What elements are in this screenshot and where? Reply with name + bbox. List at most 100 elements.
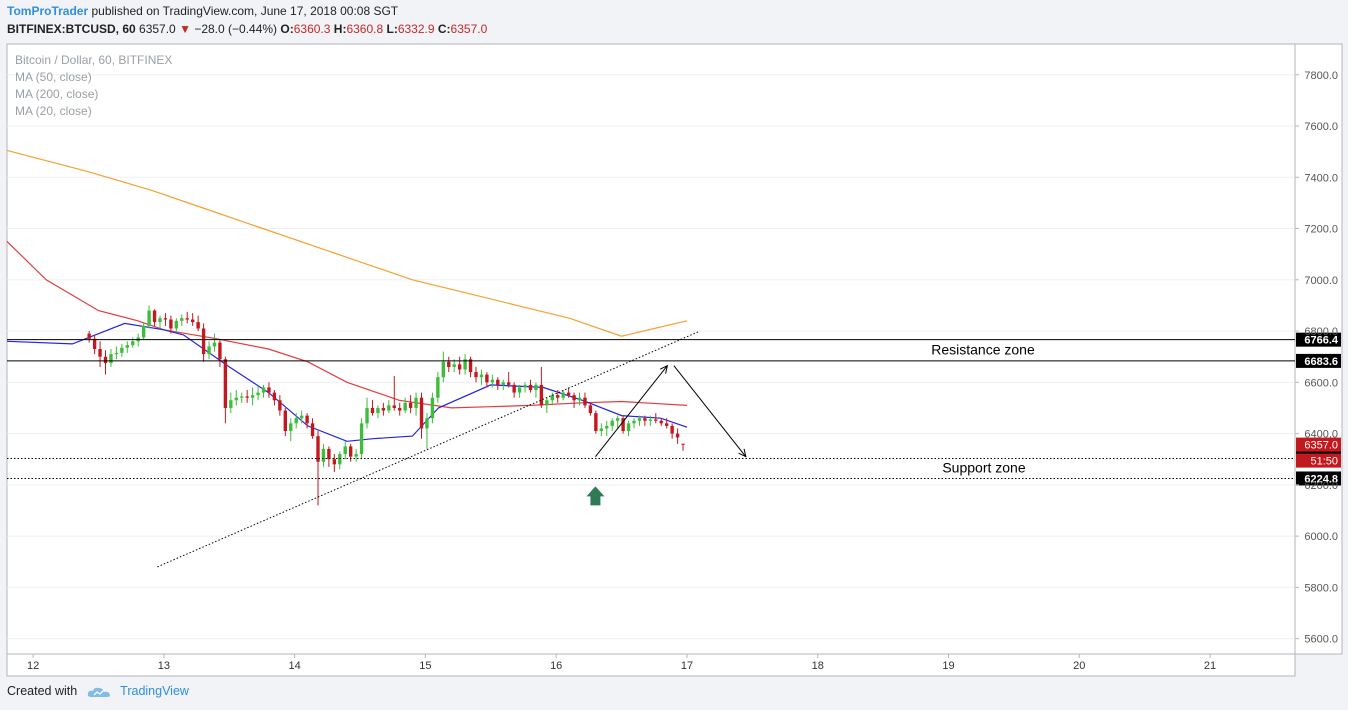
candle	[387, 400, 391, 414]
candle	[403, 397, 407, 414]
candle	[125, 341, 129, 353]
tradingview-link[interactable]: TradingView	[120, 684, 189, 698]
candle-body	[327, 448, 331, 460]
time-axis[interactable]	[6, 653, 1296, 677]
ma50-line	[6, 240, 688, 409]
candle	[599, 423, 603, 437]
resistance-zone-label: Resistance zone	[931, 341, 1035, 357]
candle	[430, 392, 435, 424]
projection-up-arrow	[595, 364, 669, 457]
candle-body	[523, 384, 527, 388]
candle	[463, 354, 467, 375]
legend-ma50: MA (50, close)	[15, 70, 92, 84]
candle	[528, 379, 533, 393]
candle	[665, 418, 669, 429]
candle	[566, 387, 571, 398]
x-tick-label: 18	[812, 660, 824, 672]
candle	[316, 431, 320, 506]
open-value: 6360.3	[293, 22, 331, 36]
candle-body	[447, 361, 451, 367]
candle-body	[463, 359, 467, 370]
candle-body	[648, 419, 653, 421]
x-tick-label: 19	[942, 660, 954, 672]
candle-body	[343, 446, 347, 455]
candle-body	[452, 364, 456, 367]
candle-body	[278, 400, 282, 411]
countdown-tag	[1296, 453, 1341, 468]
candle-body	[261, 387, 266, 393]
author-link[interactable]: TomProTrader	[7, 4, 89, 18]
publish-header: TomProTrader published on TradingView.co…	[0, 0, 1348, 40]
publish-line: TomProTrader published on TradingView.co…	[7, 4, 398, 18]
candle-body	[626, 423, 631, 432]
candle	[583, 392, 587, 408]
candle	[223, 356, 228, 424]
x-tick-label: 12	[27, 660, 39, 672]
candle-body	[485, 374, 489, 383]
candle	[267, 382, 271, 398]
plot-area[interactable]	[6, 43, 1296, 655]
candle	[670, 423, 674, 439]
candle	[523, 382, 527, 393]
countdown-label: 51:50	[1310, 456, 1338, 468]
legend-ma20: MA (20, close)	[15, 104, 92, 118]
candle-body	[615, 418, 620, 421]
candle	[376, 405, 380, 419]
candle	[545, 397, 549, 414]
candle-body	[534, 384, 538, 391]
last-price: 6357.0	[139, 22, 176, 36]
candle-body	[566, 392, 571, 396]
candle-body	[348, 446, 353, 457]
close-value: 6357.0	[450, 22, 488, 36]
candle-body	[294, 418, 298, 424]
candle	[212, 333, 217, 352]
candle	[474, 366, 478, 383]
candle-body	[468, 359, 473, 373]
candle-body	[599, 428, 603, 432]
candle	[659, 418, 663, 426]
x-tick-label: 14	[289, 660, 301, 672]
candle	[321, 443, 326, 467]
candle	[343, 441, 347, 460]
candle	[359, 418, 364, 460]
y-tick-label: 6200.0	[1304, 480, 1338, 492]
candle-body	[474, 372, 478, 378]
level-price-label: 6766.4	[1304, 335, 1339, 347]
y-tick-label: 7200.0	[1304, 224, 1338, 236]
candle	[370, 400, 375, 416]
candle-body	[572, 395, 576, 401]
candle-body	[632, 420, 636, 424]
candle-body	[665, 423, 669, 426]
candle	[681, 443, 685, 451]
candle	[539, 366, 544, 408]
candle-body	[517, 387, 522, 393]
candle-body	[512, 384, 516, 393]
candle	[419, 392, 424, 439]
candle-body	[163, 318, 168, 320]
candle-body	[403, 402, 407, 411]
candle	[234, 390, 238, 406]
price-axis[interactable]	[1294, 43, 1343, 655]
candle-body	[169, 319, 173, 329]
candle-body	[659, 420, 663, 424]
close-label: C:	[437, 22, 451, 36]
candle	[92, 334, 97, 355]
candle	[98, 341, 102, 367]
candle-body	[272, 392, 277, 401]
candle-body	[436, 377, 440, 398]
candle-body	[250, 395, 255, 398]
candle-body	[479, 374, 484, 378]
candle-body	[430, 397, 435, 419]
candle	[120, 343, 124, 357]
candle-body	[201, 328, 206, 355]
candle-body	[370, 407, 375, 414]
y-tick-label: 7600.0	[1304, 121, 1338, 133]
candle-body	[190, 319, 195, 323]
down-triangle-icon: ▼	[179, 22, 191, 36]
candle-body	[212, 342, 217, 347]
level-price-tag	[1296, 332, 1341, 347]
x-tick-label: 16	[550, 660, 562, 672]
candle	[158, 315, 162, 329]
